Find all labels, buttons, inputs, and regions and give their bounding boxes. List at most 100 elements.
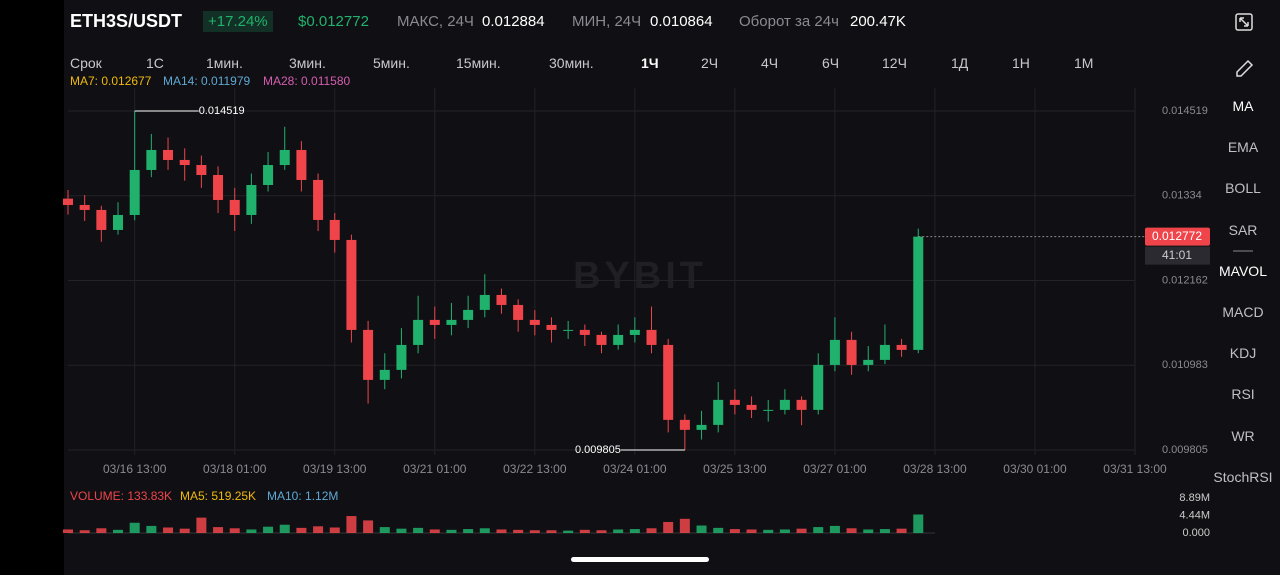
candle-body [896,344,907,350]
volume-bar [346,516,357,533]
price: $0.012772 [298,13,369,30]
candle-body [546,324,557,330]
indicator-tab[interactable]: StochRSI [1213,468,1273,485]
x-tick-label: 03/27 01:00 [803,462,867,476]
volume-legend: VOLUME: 133.83K [70,489,172,503]
countdown: 41:01 [1162,248,1192,262]
ma-legend: MA28: 0.011580 [263,74,351,88]
low-label: МИН, 24Ч [572,13,642,30]
indicator-tab[interactable]: EMA [1227,139,1259,156]
volume-bar [213,527,224,533]
volume-bar [329,527,340,533]
indicator-tab[interactable]: KDJ [1229,345,1257,362]
interval[interactable]: 1С [146,55,164,71]
interval[interactable]: 15мин. [456,55,501,71]
interval[interactable]: 4Ч [761,55,779,71]
interval[interactable]: 5мин. [373,55,410,71]
volume-bar [713,527,724,533]
fullscreen-icon[interactable] [1235,13,1253,31]
candle-body [146,149,157,170]
volume-tick-label: 8.89M [1179,492,1210,504]
volume-legend: MA5: 519.25K [180,489,256,503]
volume-bar [129,522,140,533]
candle-body [246,184,257,215]
interval[interactable]: 1Д [951,55,969,71]
interval[interactable]: 12Ч [882,55,907,71]
x-tick-label: 03/22 13:00 [503,462,567,476]
candle-body [663,344,674,420]
candle-body [213,175,224,200]
volume-bar [396,528,407,533]
indicator-tab[interactable]: MA [1232,98,1254,114]
interval[interactable]: 6Ч [822,55,840,71]
interval[interactable]: 1Ч [641,55,659,71]
last-price-tag [1145,227,1210,246]
volume-bar [746,529,757,533]
home-indicator [571,557,709,562]
candle-body [629,329,640,335]
interval[interactable]: 1М [1074,55,1094,71]
interval[interactable]: 1мин. [206,55,243,71]
volume-bar [146,525,157,533]
volume-bar [729,529,740,533]
candle-body [163,149,174,160]
volume-bar [813,527,824,533]
candle-body [613,334,624,345]
volume-bar [579,529,590,533]
volume-bar [62,529,74,533]
x-tick-label: 03/30 01:00 [1003,462,1067,476]
turnover: 200.47K [850,13,906,30]
interval[interactable]: 30мин. [549,55,594,71]
candle-body [713,399,724,425]
x-tick-label: 03/31 13:00 [1103,462,1167,476]
volume-bar [363,520,374,533]
volume-bar [879,529,890,533]
candle-body [563,329,574,331]
candle-body [796,399,807,410]
indicator-tab[interactable]: MACD [1222,304,1264,320]
candle-body [729,399,740,405]
candle-body [313,179,324,220]
candle-body [513,304,524,320]
volume-bar [696,525,707,533]
candle-body [479,294,490,310]
candle-body [879,344,890,360]
y-tick-label: 0.014519 [1162,105,1208,117]
volume-bar [196,517,207,533]
candle-body [79,204,90,210]
volume-bar [779,529,790,533]
draw-icon[interactable] [1236,59,1254,77]
candle-body [529,319,540,325]
candle-body [813,364,824,410]
candle-body [363,329,374,380]
volume-bar [546,530,557,533]
volume-legend: MA10: 1.12M [267,489,338,503]
candle-body [113,214,124,230]
candle-body [229,199,240,215]
interval[interactable]: 3мин. [289,55,326,71]
indicator-tab[interactable]: BOLL [1225,180,1261,197]
candle-body [346,239,357,330]
low-annotation: 0.009805 [575,444,621,456]
interval: Срок [70,55,102,71]
volume-bar [596,530,607,533]
volume-bar [829,525,840,533]
volume-bar [613,529,624,533]
indicator-tab[interactable]: SAR [1228,221,1258,238]
indicator-tab[interactable]: MAVOL [1219,262,1267,279]
volume-tick-label: 0.000 [1182,527,1210,539]
high-label: МАКС, 24Ч [397,13,474,30]
interval[interactable]: 2Ч [701,55,719,71]
candle-body [329,219,340,240]
candle-body [696,424,707,430]
indicator-tab[interactable]: RSI [1231,386,1255,403]
volume-tick-label: 4.44M [1179,509,1210,521]
interval[interactable]: 1Н [1012,55,1030,71]
candle-body [579,329,590,335]
indicator-tab[interactable]: WR [1231,427,1255,444]
volume-bar [513,529,524,533]
volume-bar [529,530,540,533]
left-bar [0,0,64,575]
pair[interactable]: ETH3S/USDT [70,11,183,31]
